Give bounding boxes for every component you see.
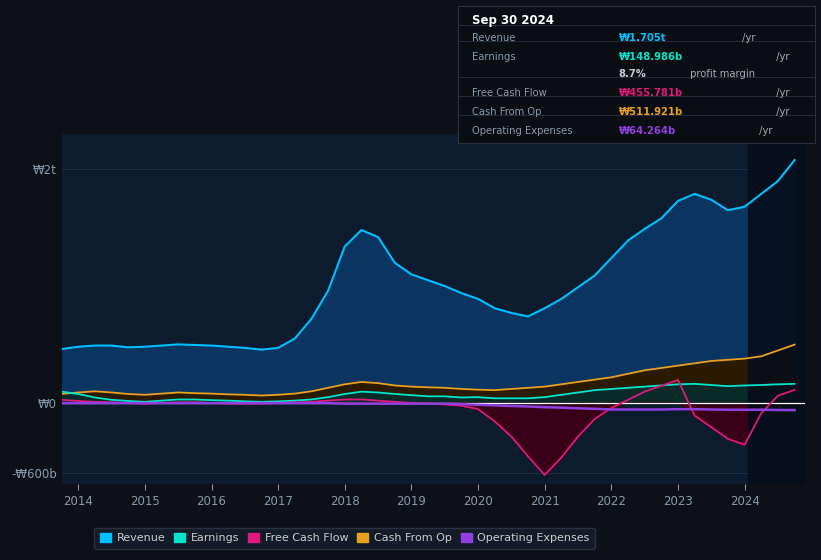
Text: Earnings: Earnings xyxy=(472,52,516,62)
Bar xyxy=(748,134,805,484)
Text: /yr: /yr xyxy=(773,107,790,117)
Text: Free Cash Flow: Free Cash Flow xyxy=(472,88,547,98)
Text: ₩148.986b: ₩148.986b xyxy=(619,52,683,62)
Text: /yr: /yr xyxy=(756,127,773,136)
Text: ₩64.264b: ₩64.264b xyxy=(619,127,676,136)
Text: ₩511.921b: ₩511.921b xyxy=(619,107,683,117)
Text: ₩1.705t: ₩1.705t xyxy=(619,33,667,43)
Legend: Revenue, Earnings, Free Cash Flow, Cash From Op, Operating Expenses: Revenue, Earnings, Free Cash Flow, Cash … xyxy=(94,528,595,549)
Text: 8.7%: 8.7% xyxy=(619,69,647,79)
Text: profit margin: profit margin xyxy=(687,69,755,79)
Text: /yr: /yr xyxy=(739,33,755,43)
Text: Operating Expenses: Operating Expenses xyxy=(472,127,573,136)
Text: /yr: /yr xyxy=(773,52,790,62)
Text: /yr: /yr xyxy=(773,88,790,98)
Text: Cash From Op: Cash From Op xyxy=(472,107,542,117)
Text: Sep 30 2024: Sep 30 2024 xyxy=(472,14,554,27)
Text: ₩455.781b: ₩455.781b xyxy=(619,88,683,98)
Text: Revenue: Revenue xyxy=(472,33,516,43)
